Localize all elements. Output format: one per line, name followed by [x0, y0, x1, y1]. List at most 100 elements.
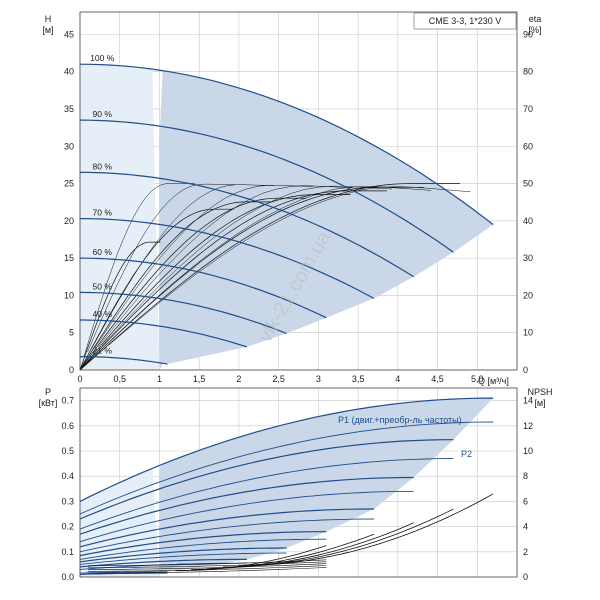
- power-frame: [79, 387, 518, 578]
- p1-curve: [79, 439, 454, 520]
- power-y-tick-left: 0.6: [61, 421, 74, 431]
- qh-head-curve: [80, 319, 248, 348]
- qh-y-tick-right: 50: [523, 179, 533, 189]
- qh-y-tick-left: 20: [64, 216, 74, 226]
- npsh-base-curve: [87, 567, 327, 574]
- p1-label: P1 (двиг.+преобр-ль частоты): [338, 415, 462, 425]
- qh-curve-label: 21 %: [93, 346, 113, 356]
- qh-x-tick: 5,0: [471, 374, 484, 384]
- qh-y-unit-left: [м]: [42, 25, 53, 35]
- power-y-tick-left: 0.3: [61, 496, 74, 506]
- qh-x-label: Q [м³/ч]: [478, 376, 509, 386]
- qh-x-tick: 1: [157, 374, 162, 384]
- qh-y-tick-left: 30: [64, 141, 74, 151]
- qh-y-tick-right: 20: [523, 290, 533, 300]
- qh-y-tick-left: 10: [64, 290, 74, 300]
- p2-curve: [79, 490, 414, 543]
- power-y-tick-left: 0.5: [61, 446, 74, 456]
- qh-curve-label: 100 %: [90, 53, 115, 63]
- npsh-base-curve: [87, 563, 327, 570]
- power-y-unit-right: [м]: [534, 398, 545, 408]
- qh-curve-label: 70 %: [93, 208, 113, 218]
- qh-frame: [79, 11, 518, 371]
- qh-x-tick: 2: [236, 374, 241, 384]
- power-y-tick-right: 2: [523, 547, 528, 557]
- qh-y-tick-right: 80: [523, 67, 533, 77]
- title-box: [413, 12, 517, 30]
- qh-eta-thin-curve: [108, 186, 471, 346]
- p2-curve: [79, 458, 454, 530]
- qh-x-tick: 0: [77, 374, 82, 384]
- qh-curve-label: 90 %: [93, 109, 113, 119]
- p1-curve: [79, 476, 414, 535]
- p2-label: P2: [461, 449, 472, 459]
- qh-head-curve: [79, 257, 327, 319]
- qh-y-tick-left: 45: [64, 29, 74, 39]
- qh-eta-thin-curve: [87, 183, 235, 353]
- p1-curve: [80, 571, 168, 574]
- power-y-tick-right: 10: [523, 446, 533, 456]
- qh-y-unit-right: [%]: [528, 25, 541, 35]
- qh-curve-labels: 100 % 90 % 80 % 70 % 60 % 50 % 40 % 21 %: [90, 53, 115, 355]
- qh-head-curves: [79, 63, 494, 365]
- p1-curve: [79, 397, 494, 502]
- qh-head-curve: [79, 291, 287, 335]
- qh-y-label-right: eta: [529, 14, 542, 24]
- qh-eta-curve: [79, 201, 271, 371]
- qh-y-tick-left: 35: [64, 104, 74, 114]
- npsh-curves: [87, 493, 494, 574]
- power-y-tick-right: 12: [523, 421, 533, 431]
- qh-head-curve: [80, 171, 415, 278]
- p1-curve: [79, 508, 374, 548]
- power-y-tick-left: 0.1: [61, 547, 74, 557]
- qh-head-curve: [80, 218, 375, 299]
- power-y-tick-right: 8: [523, 471, 528, 481]
- qh-curve-label: 50 %: [93, 281, 113, 291]
- qh-y-tick-left: 5: [69, 328, 74, 338]
- qh-eta-curve: [79, 194, 351, 371]
- qh-axis-ticks: 0 0,5 1 1,5 2 2,5 3 3,5 4 4,5 5,0 0 5 10 15 20 25 30 35 40 4…: [64, 29, 533, 384]
- qh-x-tick: 3: [316, 374, 321, 384]
- p2-curve: [79, 518, 375, 553]
- qh-eta-curve: [79, 197, 307, 371]
- power-y-tick-left: 0.2: [61, 522, 74, 532]
- p2-curve: [79, 552, 287, 565]
- qh-eta-curve: [79, 208, 234, 371]
- qh-y-tick-right: 0: [523, 365, 528, 375]
- qh-x-tick: 4: [395, 374, 400, 384]
- qh-y-tick-right: 60: [523, 141, 533, 151]
- qh-y-tick-left: 40: [64, 67, 74, 77]
- qh-y-tick-right: 70: [523, 104, 533, 114]
- qh-x-tick: 0,5: [113, 374, 126, 384]
- power-y-tick-left: 0.4: [61, 471, 74, 481]
- p1-curve: [79, 531, 327, 557]
- qh-curve-label: 40 %: [93, 309, 113, 319]
- npsh-base-curve: [87, 559, 327, 566]
- power-axis-ticks: 0.0 0.1 0.2 0.3 0.4 0.5 0.6 0.7 0 2 4 6 8 10 12 14: [61, 396, 533, 582]
- qh-eta-thin-curve: [98, 185, 353, 347]
- qh-y-tick-left: 25: [64, 179, 74, 189]
- qh-eta-curve: [79, 183, 461, 371]
- qh-eta-thin-curve: [105, 186, 432, 346]
- title-text: CME 3-3, 1*230 V: [429, 16, 502, 26]
- power-y-unit-left: [кВт]: [39, 398, 58, 408]
- qh-y-label-left: H: [45, 14, 52, 24]
- qh-curve-label: 60 %: [93, 247, 113, 257]
- qh-y-tick-right: 90: [523, 29, 533, 39]
- qh-y-tick-left: 15: [64, 253, 74, 263]
- power-y-label-right: NPSH: [527, 387, 552, 397]
- qh-x-tick: 1,5: [193, 374, 206, 384]
- qh-curve-label: 80 %: [93, 161, 113, 171]
- qh-x-tick: 3,5: [352, 374, 365, 384]
- power-y-tick-right: 6: [523, 496, 528, 506]
- npsh-base-curve: [87, 565, 327, 572]
- power-chart: 0.0 0.1 0.2 0.3 0.4 0.5 0.6 0.7 0 2 4 6 8 10 12 14 P [к…: [39, 387, 553, 582]
- qh-eta-thin-curve: [90, 184, 274, 350]
- qh-y-tick-right: 30: [523, 253, 533, 263]
- qh-head-curve: [79, 63, 494, 226]
- p1-curve: [79, 547, 287, 563]
- p2-curve: [79, 572, 168, 575]
- p2-curve: [79, 421, 494, 515]
- qh-region-light: [80, 64, 160, 370]
